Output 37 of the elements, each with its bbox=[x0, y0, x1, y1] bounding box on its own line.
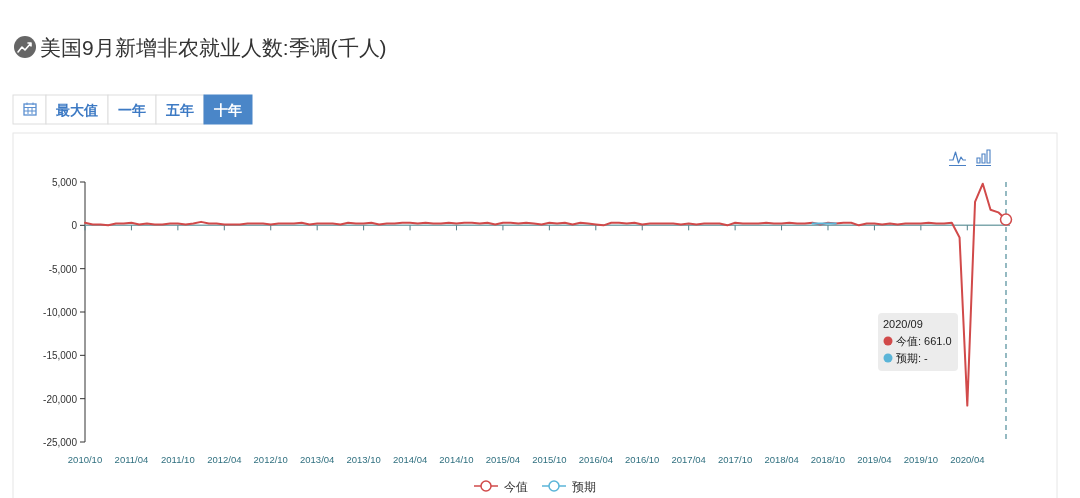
legend-label: 预期 bbox=[572, 479, 596, 494]
x-tick-label: 2016/10 bbox=[625, 454, 660, 465]
annotation: 2020/09 bbox=[883, 318, 923, 330]
x-tick-label: 2015/04 bbox=[485, 454, 521, 465]
x-tick-label: 2013/04 bbox=[300, 454, 335, 465]
legend-label: 今值 bbox=[504, 479, 528, 494]
x-tick-label: 2011/04 bbox=[114, 454, 149, 465]
x-tick-label: 2020/04 bbox=[950, 454, 985, 465]
x-tick-label: 2016/04 bbox=[578, 454, 613, 465]
x-tick-label: 2013/10 bbox=[346, 454, 381, 465]
text: 最大值 bbox=[55, 101, 98, 118]
x-tick-label: 2010/10 bbox=[67, 454, 103, 465]
chart-title: 美国9月新增非农就业人数:季调(千人) bbox=[40, 36, 387, 59]
x-tick-label: 2014/10 bbox=[439, 454, 474, 465]
x-tick-label: 2018/10 bbox=[810, 454, 846, 465]
text: 十年 bbox=[213, 101, 242, 118]
x-tick-label: 2018/04 bbox=[764, 454, 799, 465]
annotation: 预期: - bbox=[896, 352, 929, 364]
y-tick-label: -5,000 bbox=[48, 263, 78, 275]
x-tick-label: 2015/10 bbox=[532, 454, 567, 465]
x-tick-label: 2012/10 bbox=[253, 454, 288, 465]
y-tick-label: -10,000 bbox=[43, 307, 78, 318]
x-tick-label: 2017/10 bbox=[717, 454, 753, 465]
x-tick-label: 2019/10 bbox=[903, 454, 939, 465]
x-tick-label: 2011/10 bbox=[161, 454, 195, 465]
text: 五年 bbox=[165, 101, 194, 118]
y-tick-label: 5,000 bbox=[51, 177, 78, 188]
y-tick-label: -25,000 bbox=[43, 437, 78, 448]
y-tick-label: -15,000 bbox=[43, 350, 78, 362]
annotation: 今值: 661.0 bbox=[896, 335, 952, 347]
text: 一年 bbox=[118, 101, 146, 118]
y-tick-label: 0 bbox=[71, 220, 78, 232]
y-tick-label: -20,000 bbox=[43, 393, 78, 405]
x-tick-label: 2019/04 bbox=[857, 454, 892, 465]
x-tick-label: 2017/04 bbox=[671, 454, 706, 465]
x-tick-label: 2012/04 bbox=[207, 454, 242, 465]
x-tick-label: 2014/04 bbox=[392, 454, 428, 465]
